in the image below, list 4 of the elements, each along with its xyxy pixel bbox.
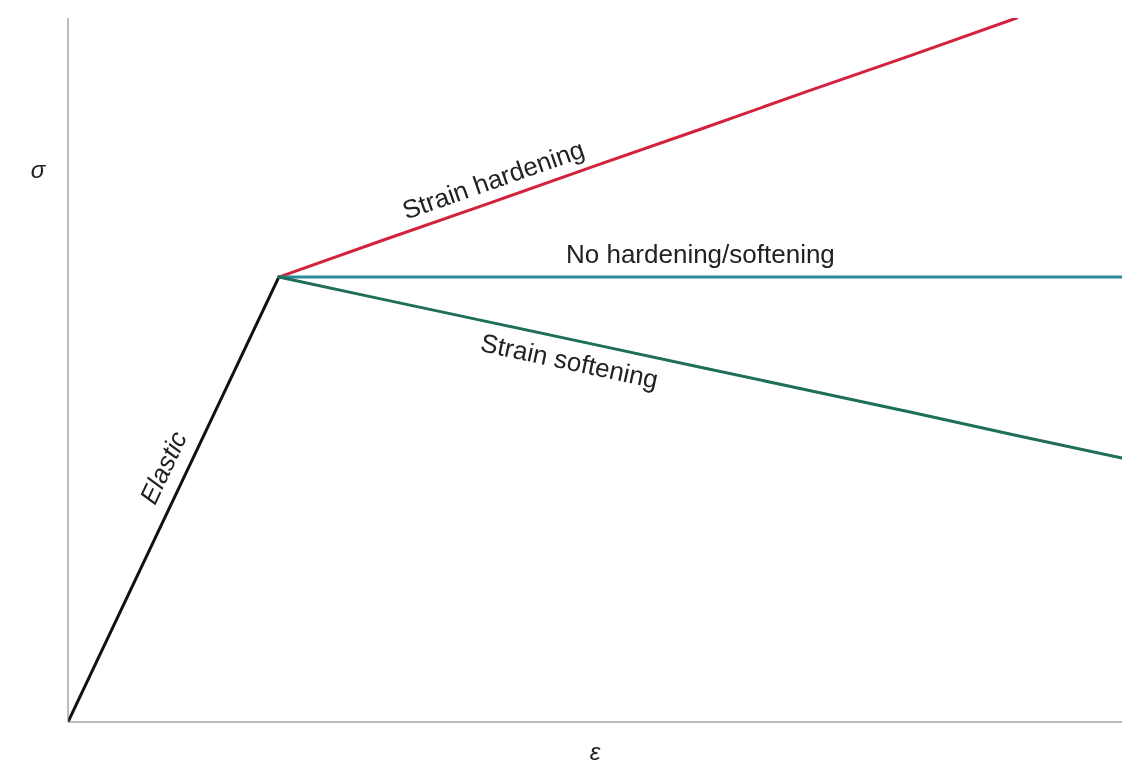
series-label: No hardening/softening [565, 239, 835, 270]
y-axis-title: σ [30, 156, 47, 183]
text: Strain softening [478, 327, 661, 395]
x-axis-title: ε [589, 738, 601, 765]
